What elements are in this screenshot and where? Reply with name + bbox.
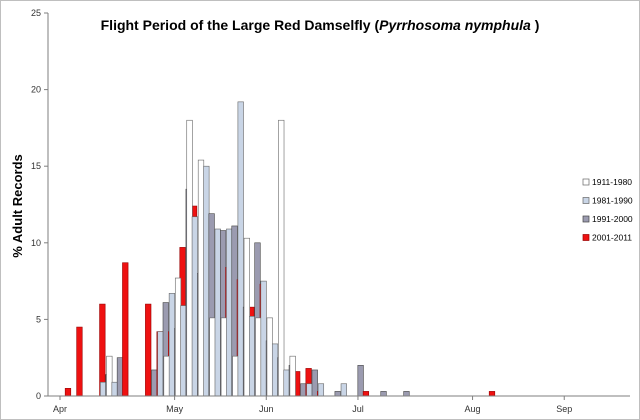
chart-title-suffix: ) <box>531 17 540 33</box>
bar-1911-1980-period-17 <box>232 355 239 397</box>
bar-1981-1990-period-18 <box>249 316 256 397</box>
x-tick-label-aug: Aug <box>465 404 481 414</box>
legend-swatch-1981-1990 <box>582 197 590 204</box>
bar-1981-1990-period-19 <box>260 280 267 397</box>
legend-swatch-1911-1980 <box>582 178 590 186</box>
y-tick-label: 15 <box>31 161 41 171</box>
bar-1911-1980-period-22 <box>289 355 296 397</box>
bar-1981-1990-period-10 <box>157 331 164 397</box>
x-tick-label-sep: Sep <box>556 404 572 414</box>
bar-1991-2000-period-23 <box>311 369 318 397</box>
x-tick-label-may: May <box>166 404 184 414</box>
legend-swatch-2001-2011 <box>582 234 590 241</box>
y-tick-label: 25 <box>31 8 41 18</box>
bar-1981-1990-period-16 <box>226 228 233 397</box>
bar-1911-1980-period-21 <box>278 119 285 397</box>
bar-1911-1980-period-11 <box>163 355 170 397</box>
x-tick-label-jul: Jul <box>352 404 364 414</box>
y-tick-label: 0 <box>36 391 41 401</box>
y-axis-title: % Adult Records <box>10 154 25 258</box>
bar-1991-2000-period-25 <box>334 391 341 397</box>
y-tick-label: 10 <box>31 238 41 248</box>
bar-1991-2000-period-31 <box>403 391 410 397</box>
bar-2001-2011-period-8 <box>145 303 152 397</box>
legend-label-1911-1980: 1911-1980 <box>592 177 632 187</box>
bar-1911-1980-period-15 <box>209 317 216 397</box>
bar-1991-2000-period-27 <box>357 365 364 397</box>
bar-1911-1980-period-14 <box>197 159 205 397</box>
bar-1981-1990-period-5 <box>100 381 107 397</box>
bar-1911-1980-period-19 <box>255 317 262 397</box>
bar-1981-1990-period-17 <box>237 101 244 397</box>
bar-1911-1980-period-13 <box>186 119 193 397</box>
bar-1981-1990-period-14 <box>203 165 210 397</box>
x-axis-ticks: Apr May Jun Jul Aug Sep <box>53 396 572 414</box>
chart-title: Flight Period of the Large Red Damselfly… <box>101 17 540 33</box>
legend-label-1991-2000: 1991-2000 <box>592 214 633 224</box>
bar-2001-2011-period-1 <box>64 388 72 397</box>
legend-swatch-1991-2000 <box>582 215 590 223</box>
legend-label-1981-1990: 1981-1990 <box>592 196 633 206</box>
y-tick-label: 20 <box>31 85 41 95</box>
bar-1981-1990-period-24 <box>317 383 325 397</box>
chart-title-prefix: Flight Period of the Large Red Damselfly… <box>101 17 380 33</box>
bar-1981-1990-period-26 <box>340 383 347 397</box>
y-axis-ticks: 0 5 10 15 20 25 <box>31 8 48 401</box>
x-tick-label-jun: Jun <box>259 404 274 414</box>
bar-1911-1980-period-16 <box>220 317 228 397</box>
y-tick-label: 5 <box>36 314 41 324</box>
chart-title-species: Pyrrhosoma nymphula <box>379 17 531 33</box>
bar-2001-2011-period-38 <box>488 391 496 397</box>
bar-1981-1990-period-13 <box>191 216 198 397</box>
bar-1981-1990-period-6 <box>111 381 118 397</box>
bar-1911-1980-period-18 <box>243 237 250 397</box>
bar-1981-1990-period-12 <box>180 305 187 397</box>
bar-2001-2011-period-6 <box>122 262 129 397</box>
bar-1911-1980-period-6 <box>106 355 113 397</box>
x-tick-label-apr: Apr <box>53 404 67 414</box>
bar-2001-2011-period-27 <box>362 391 370 397</box>
bar-1991-2000-period-22 <box>300 383 307 397</box>
bar-1981-1990-period-15 <box>214 228 221 397</box>
legend-label-2001-2011: 2001-2011 <box>592 233 632 243</box>
bar-1911-1980-period-12 <box>174 277 182 397</box>
bar-2001-2011-period-2 <box>76 326 83 397</box>
bar-1981-1990-period-23 <box>306 383 313 397</box>
bar-1981-1990-period-21 <box>283 369 290 397</box>
legend: 1911-1980 1981-1990 1991-2000 2001-2011 <box>582 177 633 243</box>
bar-1911-1980-period-20 <box>266 317 273 397</box>
bar-1991-2000-period-9 <box>151 369 158 397</box>
bar-1981-1990-period-11 <box>168 293 176 397</box>
bar-1981-1990-period-20 <box>271 343 279 397</box>
bar-1991-2000-period-6 <box>116 357 124 397</box>
bar-1991-2000-period-29 <box>380 391 387 397</box>
